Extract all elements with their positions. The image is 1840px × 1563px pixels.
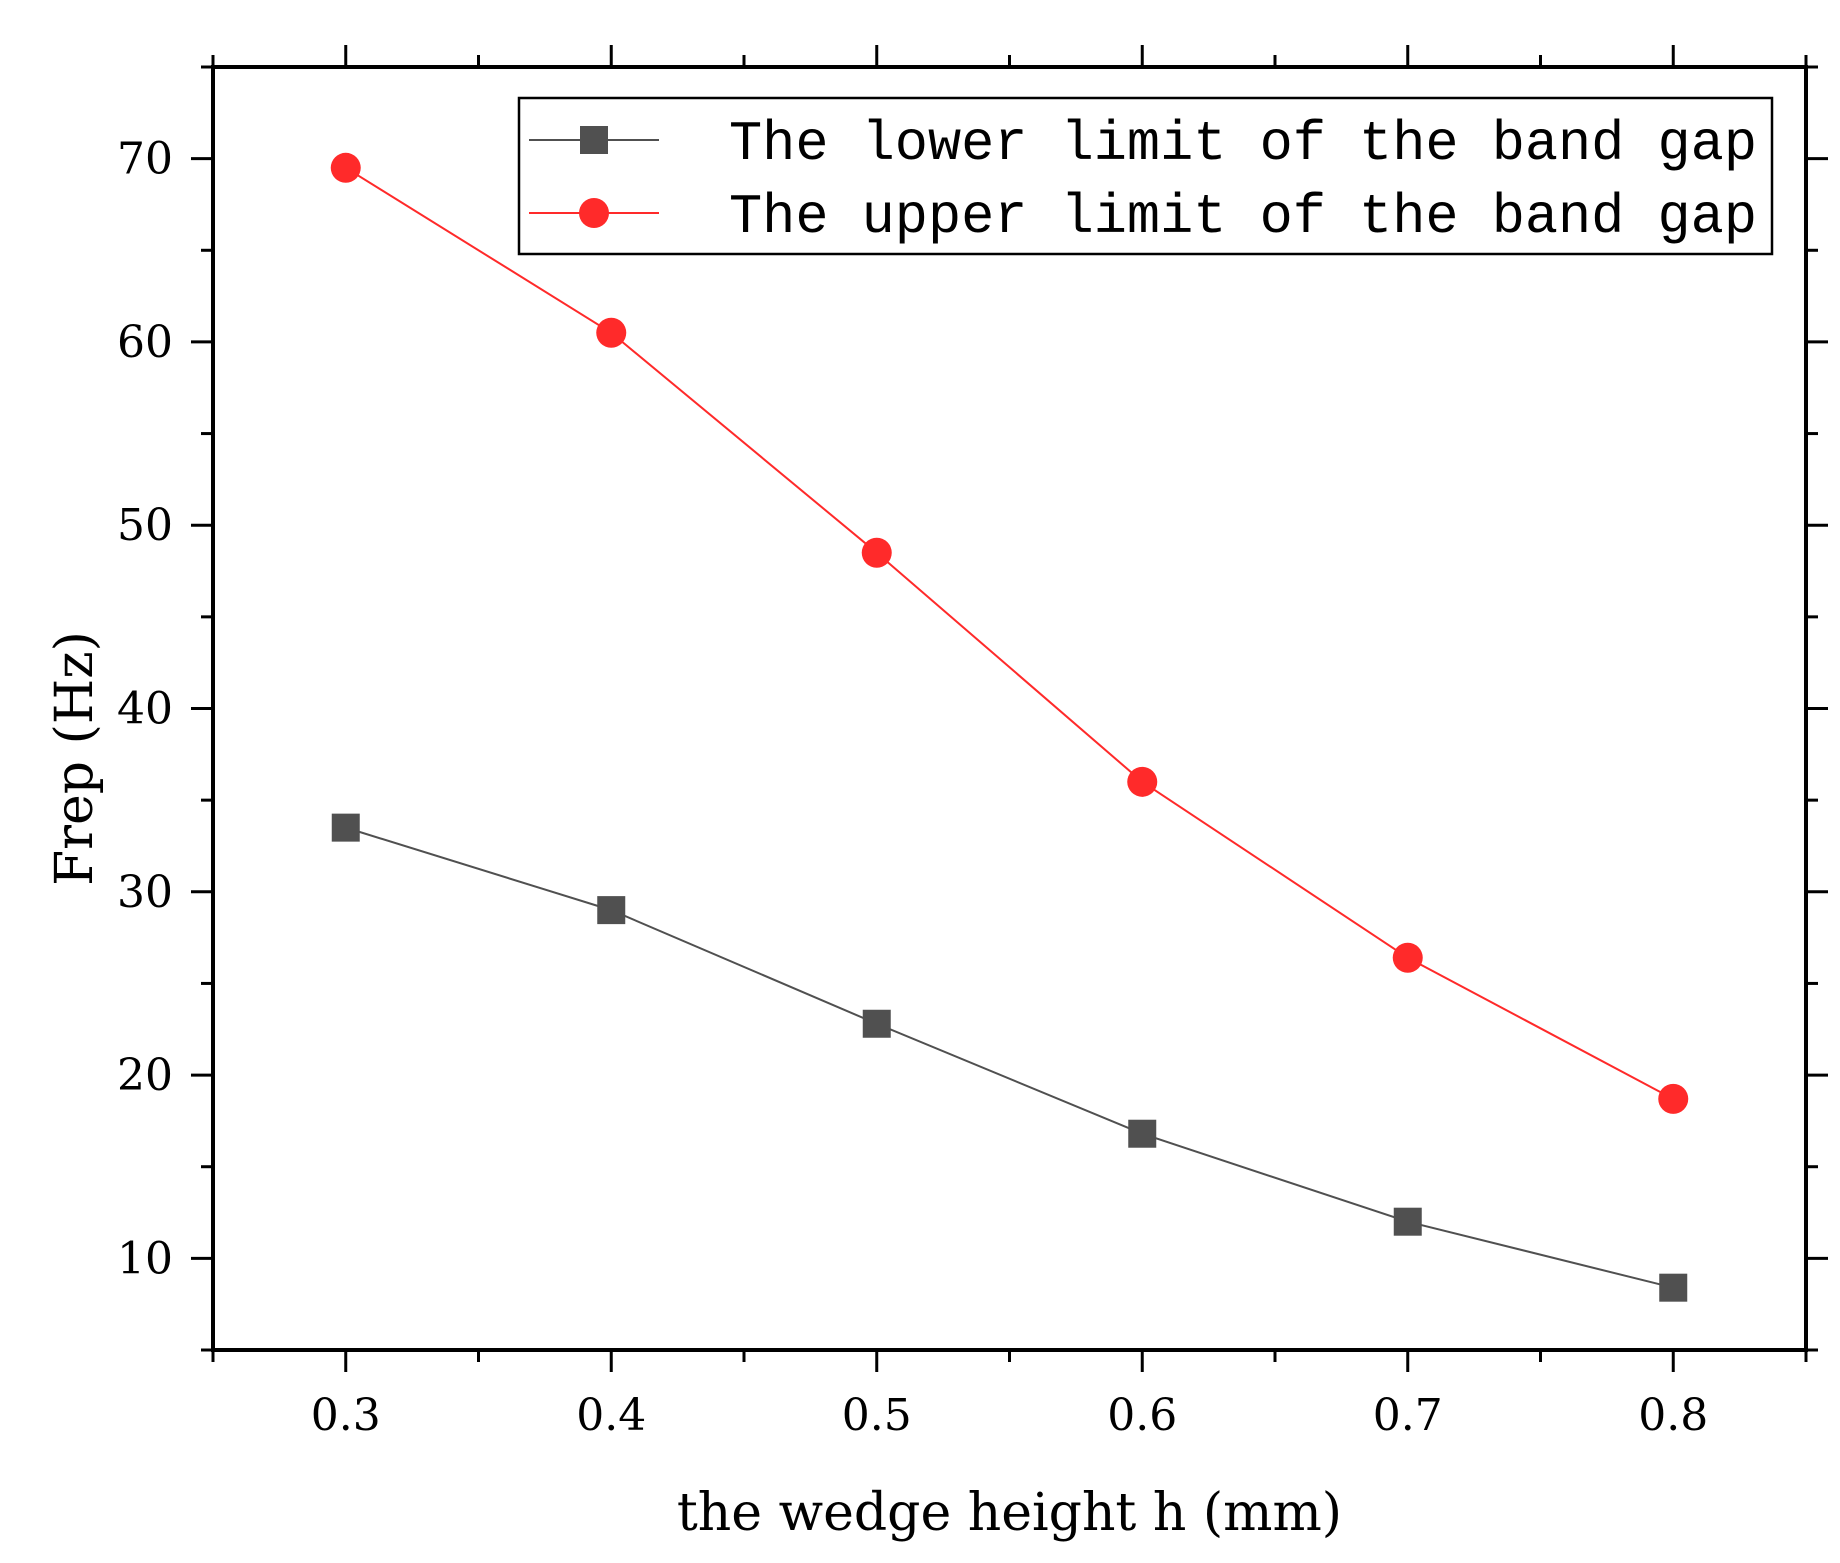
legend-items: The lower limit of the band gap The upper… bbox=[529, 112, 1757, 249]
y-axis-title: Frep (Hz) bbox=[45, 631, 105, 886]
data-point-circle bbox=[596, 317, 627, 348]
data-point-circle bbox=[1392, 942, 1423, 973]
legend: The lower limit of the band gap The upper… bbox=[517, 96, 1774, 256]
x-tick-label: 0.6 bbox=[1107, 1390, 1177, 1441]
series-layer bbox=[330, 152, 1689, 1302]
data-point-circle bbox=[1127, 766, 1158, 797]
y-tick-label: 10 bbox=[117, 1233, 173, 1284]
legend-item-2: The upper limit of the band gap bbox=[529, 185, 1757, 249]
data-point-circle bbox=[861, 537, 892, 568]
x-tick-label: 0.5 bbox=[842, 1390, 912, 1441]
y-tick-label: 70 bbox=[117, 134, 173, 185]
legend-marker-square bbox=[580, 126, 608, 154]
series-2 bbox=[330, 152, 1689, 1114]
y-tick-label: 60 bbox=[117, 317, 173, 368]
legend-marker-circle bbox=[579, 198, 609, 228]
data-point-circle bbox=[1658, 1083, 1689, 1114]
plot-frame bbox=[211, 65, 1808, 1352]
legend-box bbox=[517, 96, 1774, 256]
y-tick-label: 20 bbox=[117, 1050, 173, 1101]
data-point-square bbox=[1393, 1207, 1422, 1236]
x-tick-label: 0.7 bbox=[1373, 1390, 1443, 1441]
data-point-square bbox=[597, 896, 626, 925]
legend-label: The upper limit of the band gap bbox=[729, 185, 1757, 249]
series-line bbox=[345, 826, 1674, 1289]
y-tick-label: 50 bbox=[117, 500, 173, 551]
series-1 bbox=[331, 813, 1688, 1302]
data-point-square bbox=[1128, 1119, 1157, 1148]
x-tick-label: 0.4 bbox=[576, 1390, 646, 1441]
legend-item-1: The lower limit of the band gap bbox=[529, 112, 1757, 176]
data-point-circle bbox=[330, 152, 361, 183]
series-line bbox=[345, 166, 1674, 1100]
y-tick-label: 40 bbox=[117, 684, 173, 735]
x-tick-label: 0.8 bbox=[1638, 1390, 1708, 1441]
data-point-square bbox=[862, 1009, 891, 1038]
x-axis-title: the wedge height h (mm) bbox=[677, 1483, 1342, 1543]
data-point-square bbox=[331, 813, 360, 842]
tick-labels: 0.3 0.4 0.5 0.6 0.7 0.8 10 20 30 40 50 60 70 bbox=[117, 134, 1708, 1441]
x-tick-label: 0.3 bbox=[311, 1390, 381, 1441]
data-point-square bbox=[1659, 1273, 1688, 1302]
y-tick-label: 30 bbox=[117, 867, 173, 918]
legend-label: The lower limit of the band gap bbox=[729, 112, 1757, 176]
